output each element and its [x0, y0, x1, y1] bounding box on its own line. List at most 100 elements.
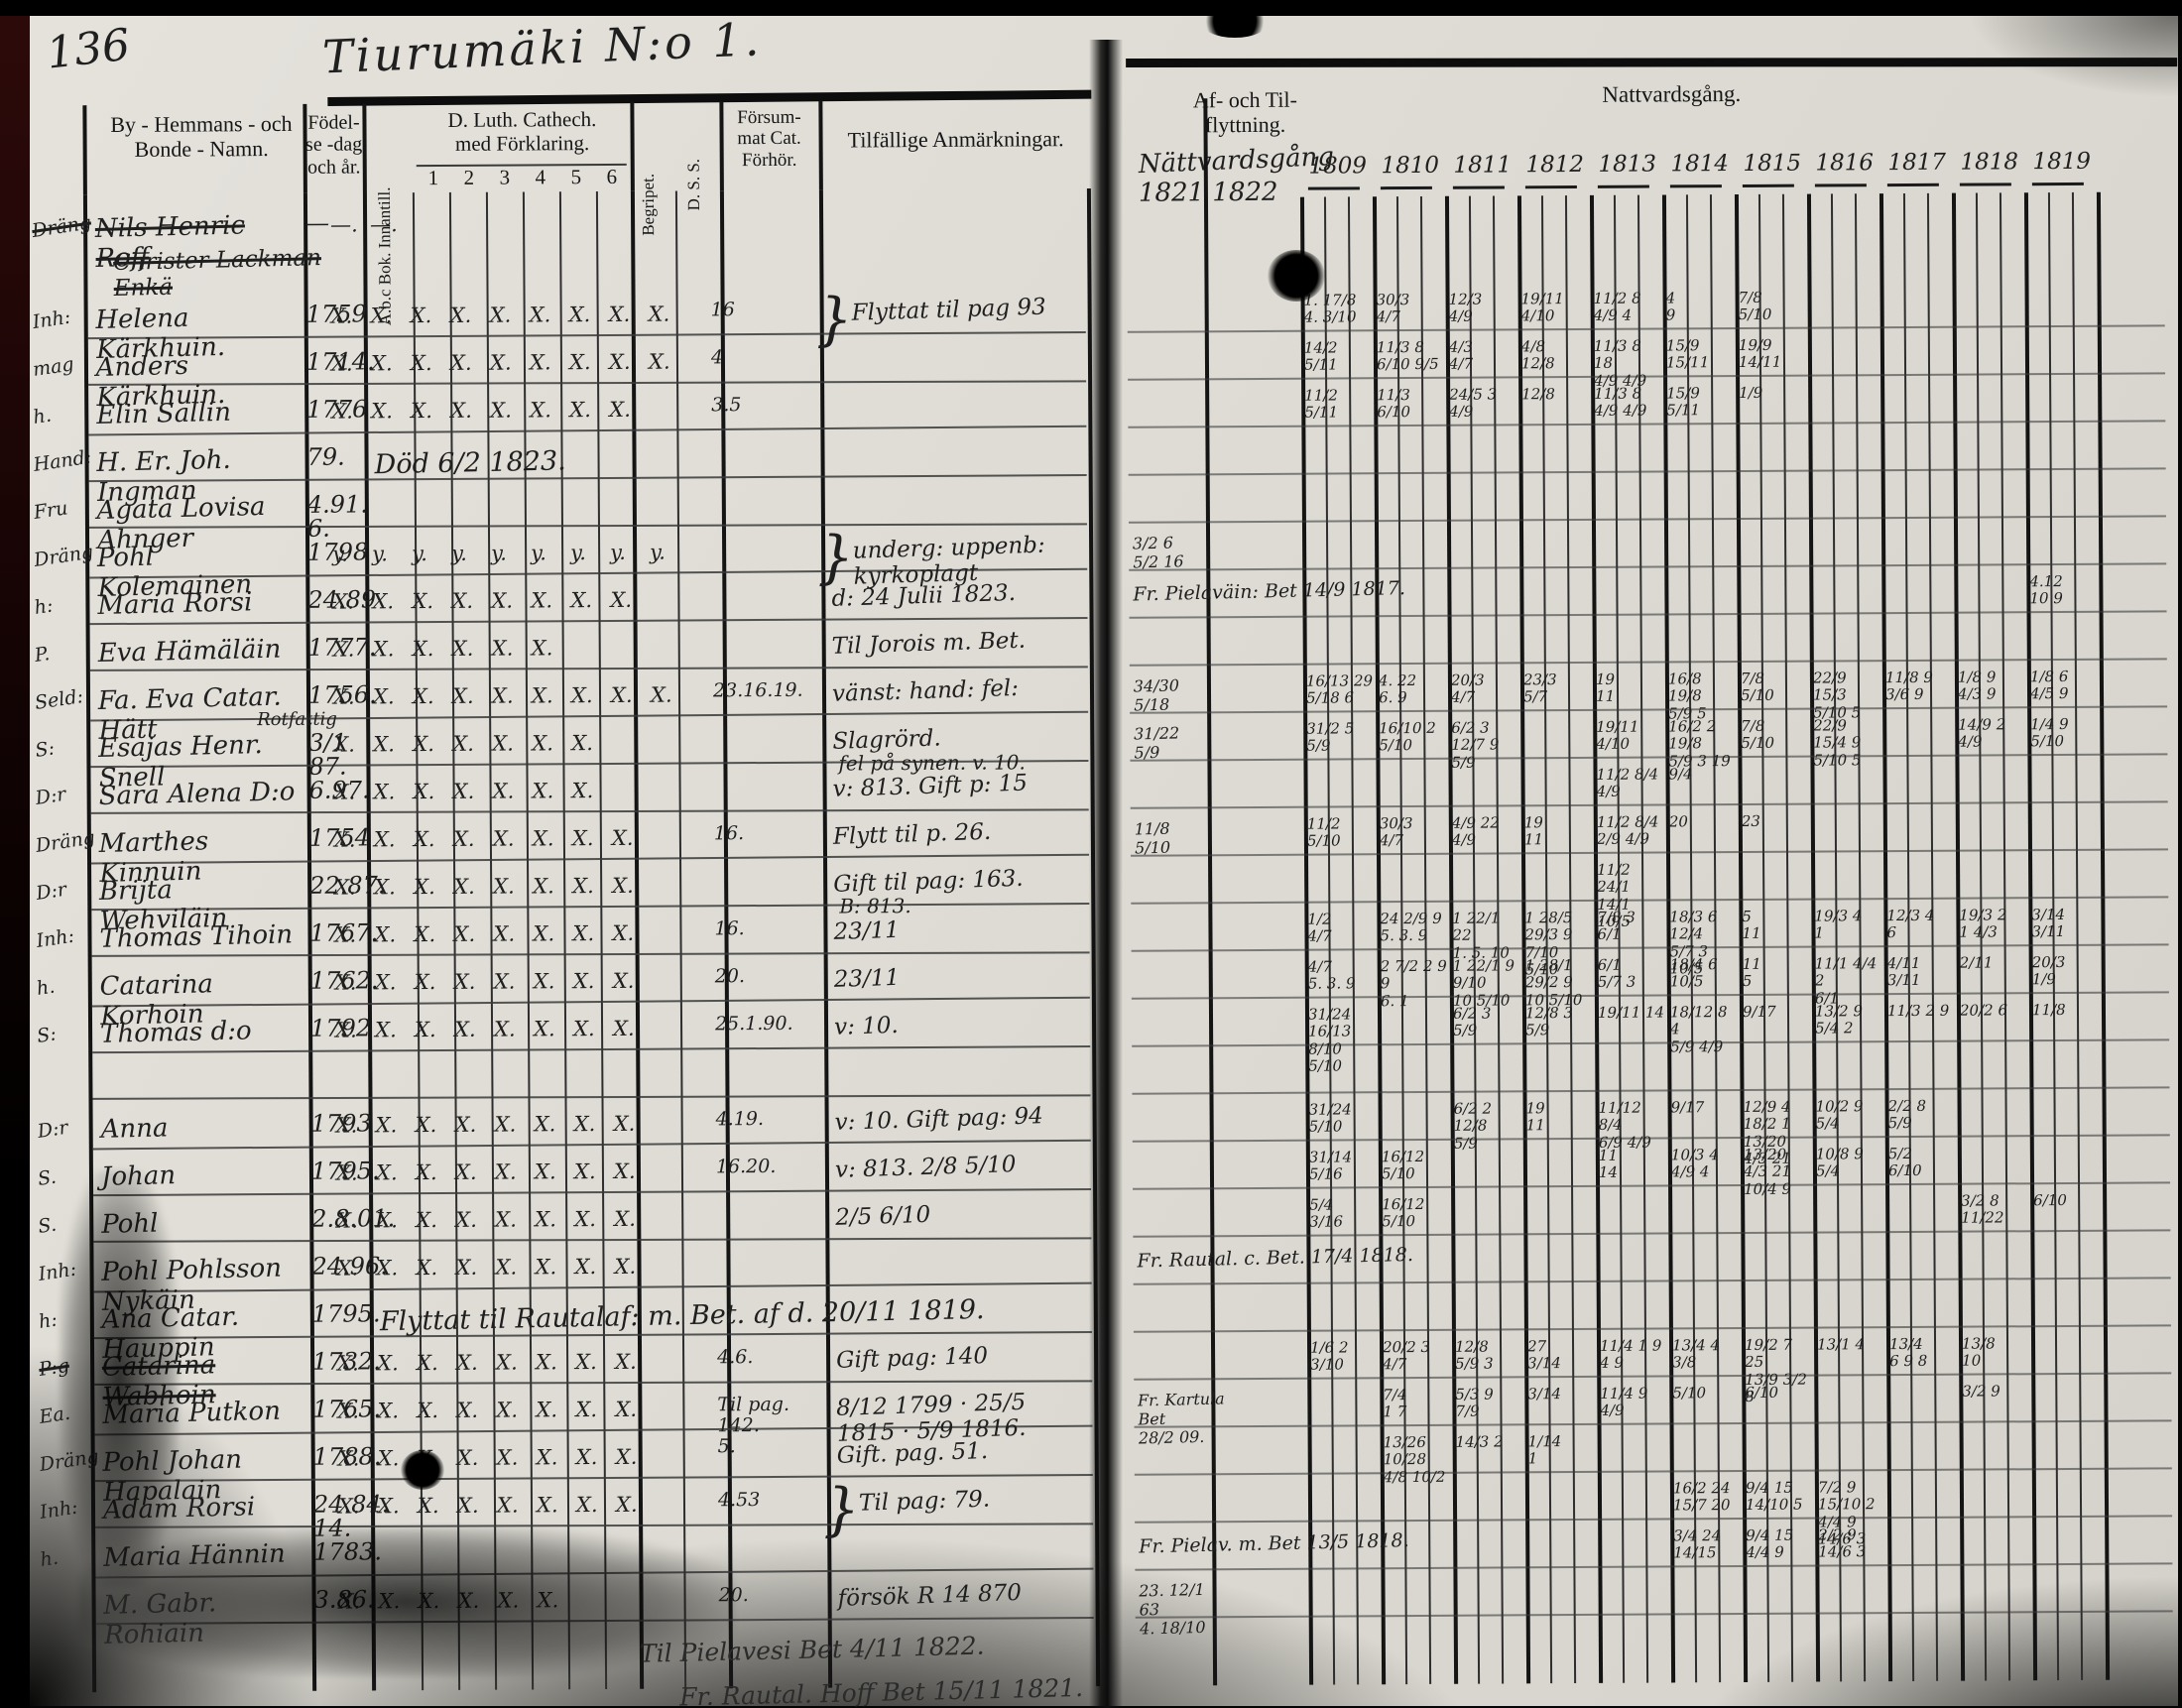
year-label: 1813: [1598, 151, 1657, 178]
communion-entry: 20: [1668, 812, 1688, 831]
catechism-mark: X.: [571, 826, 594, 851]
communion-entry: 11 14: [1598, 1146, 1619, 1182]
catechism-mark: X.: [612, 920, 635, 945]
communion-entry: 9/17: [1742, 1002, 1776, 1021]
catechism-mark: X.: [455, 1207, 477, 1232]
communion-entry: 11/8: [2031, 1001, 2066, 1020]
row-rule: [1134, 1372, 2172, 1381]
catechism-subcol-label: 6: [606, 164, 618, 188]
catechism-mark: X.: [574, 1255, 597, 1280]
column-rule: [362, 103, 367, 193]
communion-entry: 12/8: [1521, 385, 1555, 404]
catechism-mark: X.: [536, 1350, 557, 1375]
year-label: 1811: [1453, 152, 1513, 179]
communion-entry: 4 9: [1665, 289, 1676, 324]
communion-entry: 11 5: [1742, 954, 1761, 991]
catechism-mark: X.: [337, 1494, 360, 1519]
row-remark: försök R 14 870: [837, 1579, 1023, 1612]
communion-entry: 7/8 5/10: [1738, 288, 1772, 324]
catechism-mark: X.: [536, 1398, 558, 1422]
catechism-mark: X.: [337, 1351, 359, 1376]
row-forsummat-value: 23.16.19.: [712, 678, 803, 702]
communion-entry: 1 22/1 9 9/10 10 5/10: [1452, 956, 1515, 1010]
row-rule: [93, 1188, 1092, 1197]
catechism-mark: y.: [372, 542, 388, 566]
communion-entry: 13/20 4/3 21 10/4 9: [1743, 1145, 1792, 1198]
communion-entry: 14/3 2: [1455, 1432, 1504, 1451]
communion-entry: 12/3 4 6: [1886, 906, 1935, 942]
catechism-mark: X.: [533, 874, 554, 899]
moving-entry: Fr. Kartula Bet 28/2 09.: [1137, 1389, 1225, 1448]
year-label: 1812: [1525, 151, 1585, 179]
catechism-mark: X.: [411, 399, 432, 424]
communion-entry: 12/8 5/9 3: [1454, 1337, 1494, 1374]
catechism-mark: X.: [608, 302, 631, 326]
catechism-mark: X.: [451, 636, 474, 661]
communion-entry: 4/7 5. 3. 9: [1307, 957, 1356, 993]
communion-entry: 11/2 8/4 2/9 4/9: [1596, 812, 1659, 849]
catechism-mark: X.: [489, 350, 512, 375]
catechism-mark: X.: [375, 1113, 398, 1138]
row-rule: [90, 808, 1089, 814]
catechism-mark: X.: [569, 398, 591, 423]
communion-entry: 18/4 6 10/5: [1669, 955, 1718, 991]
catechism-mark: X.: [450, 398, 472, 423]
row-rule: [1134, 1419, 2172, 1428]
communion-entry: 13/26 10/28 4/8 10/2: [1383, 1432, 1446, 1486]
catechism-mark: X.: [529, 303, 551, 327]
communion-entry: 1 22/1 22 1. 5. 10: [1452, 909, 1510, 962]
catechism-mark: X.: [374, 970, 397, 995]
communion-entry: 11/12 8/4 6/9 4/9: [1598, 1098, 1651, 1152]
catechism-mark: X.: [373, 827, 396, 852]
communion-entry: 30/3 4/7: [1376, 291, 1410, 326]
year-underline: [1452, 185, 1505, 189]
catechism-mark: X.: [650, 682, 672, 707]
communion-entry: 6/2 3 5/9: [1452, 1004, 1492, 1040]
row-name-note: Rotfattig: [257, 708, 337, 731]
catechism-mark: X.: [575, 1493, 598, 1518]
row-rule: [1129, 610, 2167, 619]
communion-entry: 9/17: [1670, 1098, 1705, 1117]
catechism-mark: X.: [610, 682, 633, 707]
row-prefix: D:r: [34, 878, 68, 905]
catechism-mark: X.: [415, 1160, 437, 1185]
communion-entry: 7/4 1 7: [1383, 1386, 1407, 1421]
column-header-names: By - Hemmans - och Bonde - Namn.: [110, 110, 293, 162]
communion-entry: 22/9 15/4 9 5/10 5: [1813, 716, 1862, 770]
communion-entry: 31/24 5/10: [1308, 1100, 1352, 1136]
year-label: 1809: [1308, 153, 1368, 180]
catechism-mark: X.: [570, 588, 593, 613]
row-rule: [1135, 1515, 2173, 1524]
top-rule-left: [327, 89, 1092, 107]
row-remark: Flyttat til pag 93: [851, 294, 1047, 326]
communion-entry: 7/8 5/10: [1741, 716, 1775, 753]
catechism-mark: X.: [417, 1399, 439, 1423]
row-rule: [1131, 848, 2168, 857]
catechism-mark: X.: [610, 587, 633, 612]
row-remark: v: 10.: [833, 1012, 900, 1040]
catechism-subcol-label: 5: [570, 165, 582, 189]
column-rule: [719, 101, 724, 191]
communion-entry: 24/5 3 4/9: [1449, 385, 1498, 422]
catechism-mark: X.: [489, 303, 512, 327]
edge-shadow: [60, 1170, 179, 1587]
catechism-mark: X.: [335, 1113, 358, 1138]
communion-entry: 16/12 5/10: [1381, 1147, 1425, 1183]
communion-entry: 31/14 5/16: [1308, 1148, 1353, 1183]
catechism-mark: y.: [491, 541, 507, 565]
catechism-mark: X.: [453, 921, 476, 946]
communion-handwritten-years: 1821 1822: [1138, 177, 1278, 208]
year-label: 1819: [2032, 148, 2092, 176]
catechism-mark: X.: [572, 874, 594, 899]
catechism-mark: X.: [496, 1493, 519, 1518]
communion-entry: 7/8 5/10: [1740, 669, 1774, 705]
communion-entry: 1/2 4/7: [1307, 910, 1332, 945]
catechism-subcol-label: 1: [427, 166, 439, 190]
moving-entry: 23. 12/1 63 4. 18/10: [1138, 1579, 1206, 1639]
catechism-mark: X.: [613, 1159, 636, 1183]
year-underline: [1524, 184, 1577, 189]
catechism-mark: X.: [494, 1112, 517, 1137]
communion-entry: 13/1 4: [1816, 1335, 1866, 1354]
catechism-mark: X.: [571, 731, 594, 756]
catechism-mark: X.: [412, 684, 434, 709]
